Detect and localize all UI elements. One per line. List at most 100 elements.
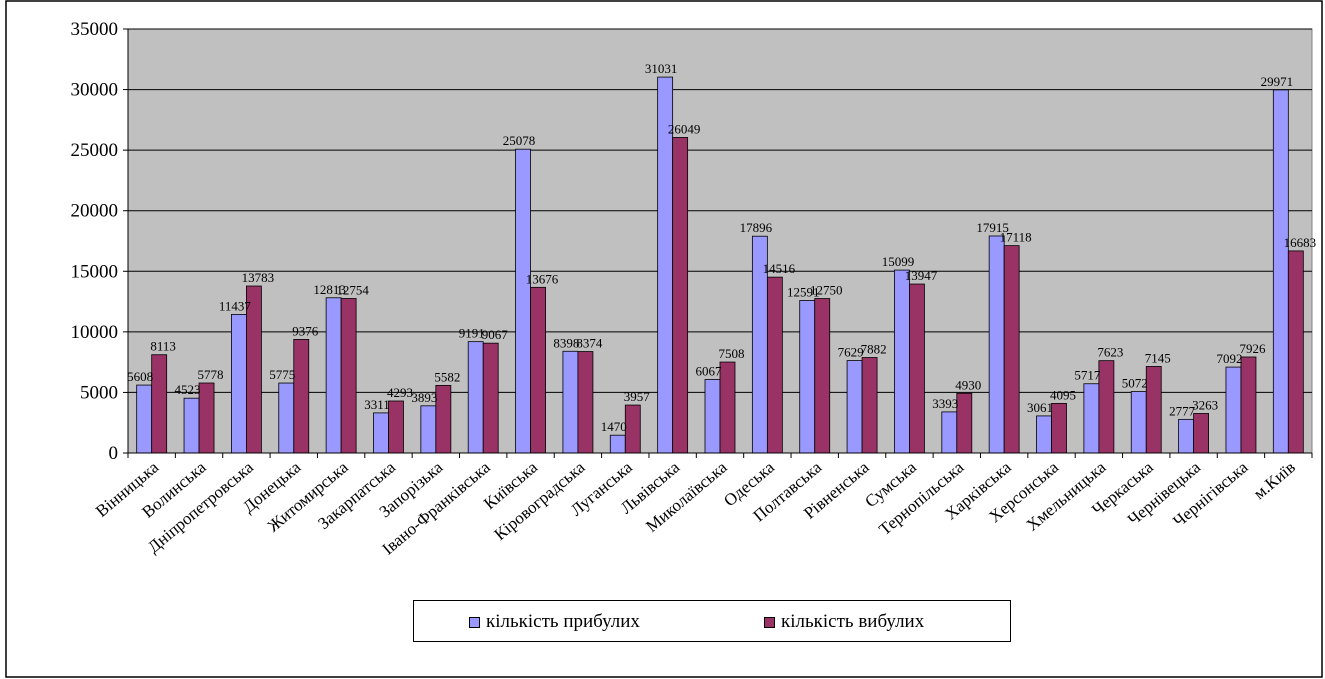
bar-departed: [624, 404, 641, 454]
data-label-arrived: 4523: [175, 382, 201, 397]
bar-arrived: [467, 341, 484, 454]
bar-arrived: [1225, 366, 1242, 454]
data-label-departed: 13783: [242, 270, 275, 285]
bar-arrived: [1083, 383, 1100, 454]
y-tick-label: 25000: [71, 140, 119, 161]
bar-arrived: [846, 360, 863, 454]
bars: [136, 76, 1304, 454]
bar-arrived: [988, 235, 1005, 454]
data-label-departed: 16683: [1284, 235, 1317, 250]
data-label-departed: 4930: [955, 377, 981, 392]
bar-departed: [388, 400, 404, 454]
y-tick-label: 10000: [71, 322, 119, 343]
data-label-departed: 12754: [336, 282, 369, 297]
bar-departed: [1098, 360, 1115, 454]
bar-departed: [1193, 413, 1209, 454]
bar-departed: [482, 342, 499, 454]
bar-arrived: [230, 314, 247, 454]
data-label-arrived: 12813: [313, 282, 346, 297]
bar-arrived: [609, 434, 626, 454]
bar-arrived: [799, 300, 816, 454]
bar-departed: [340, 298, 357, 454]
data-label-arrived: 2777: [1169, 403, 1196, 418]
y-tick-label: 5000: [80, 382, 118, 403]
data-label-arrived: 17896: [740, 220, 773, 235]
bar-departed: [435, 384, 452, 454]
data-label-departed: 4293: [387, 385, 413, 400]
bar-departed: [151, 354, 168, 454]
legend-item-departed: кількість вибулих: [764, 611, 924, 633]
data-label-departed: 14516: [763, 261, 796, 276]
bar-arrived: [562, 350, 579, 454]
data-label-arrived: 5608: [127, 369, 153, 384]
data-labels: 5608811345235778114371378357759376128131…: [127, 61, 1316, 434]
bar-arrived: [515, 148, 531, 454]
data-label-arrived: 6067: [696, 364, 723, 379]
bar-departed: [672, 137, 689, 454]
bar-arrived: [136, 384, 153, 454]
data-label-departed: 7623: [1097, 345, 1123, 360]
bar-arrived: [1036, 415, 1052, 454]
data-label-arrived: 15099: [882, 254, 915, 269]
data-label-arrived: 1470: [601, 419, 627, 434]
data-label-arrived: 29971: [1261, 74, 1294, 89]
bar-arrived: [183, 397, 200, 454]
bar-arrived: [941, 411, 958, 454]
bar-departed: [530, 286, 546, 454]
data-label-departed: 3957: [624, 389, 651, 404]
bar-arrived: [1178, 418, 1194, 454]
data-label-departed: 9067: [482, 327, 509, 342]
data-label-arrived: 5775: [269, 367, 295, 382]
y-tick-label: 15000: [71, 261, 119, 282]
bar-departed: [293, 339, 310, 454]
data-label-arrived: 3393: [932, 396, 958, 411]
bar-departed: [198, 382, 215, 454]
bar-departed: [719, 361, 736, 454]
legend-swatch-arrived: [469, 616, 480, 628]
legend-label-departed: кількість вибулих: [781, 611, 925, 632]
data-label-arrived: 5717: [1074, 368, 1101, 383]
data-label-departed: 7508: [719, 346, 745, 361]
bar-departed: [577, 351, 594, 454]
y-axis-ticks: 0 5000 10000 15000 20000 25000 30000 35000: [71, 19, 128, 464]
data-label-departed: 9376: [292, 323, 319, 338]
bar-arrived: [373, 412, 389, 454]
gridlines: [128, 28, 1312, 393]
data-label-departed: 7882: [861, 342, 887, 357]
data-label-departed: 8374: [576, 336, 603, 351]
data-label-arrived: 31031: [645, 61, 678, 76]
y-tick-label: 0: [109, 443, 119, 464]
data-label-arrived: 11437: [219, 298, 252, 313]
data-label-arrived: 3061: [1027, 400, 1053, 415]
data-label-departed: 5582: [434, 369, 460, 384]
bar-departed: [1287, 250, 1304, 454]
bar-departed: [766, 276, 783, 454]
y-tick-label: 20000: [71, 201, 119, 222]
data-label-arrived: 17915: [976, 220, 1009, 235]
bar-departed: [1003, 245, 1020, 454]
bar-departed: [909, 283, 925, 454]
data-label-departed: 26049: [668, 121, 701, 136]
data-label-arrived: 5072: [1122, 376, 1148, 391]
bar-departed: [861, 357, 878, 454]
bar-arrived: [420, 405, 437, 454]
bar-arrived: [894, 269, 910, 454]
data-label-arrived: 7629: [838, 345, 864, 360]
bar-departed: [1240, 356, 1257, 454]
data-label-arrived: 3893: [411, 390, 437, 405]
data-label-departed: 5778: [198, 367, 224, 382]
legend: кількість прибулих кількість вибулих: [413, 600, 1011, 642]
data-label-arrived: 7092: [1216, 351, 1242, 366]
data-label-departed: 12750: [810, 283, 843, 298]
data-label-arrived: 3311: [364, 397, 390, 412]
bar-arrived: [325, 297, 342, 454]
legend-swatch-departed: [764, 616, 775, 628]
data-label-arrived: 12591: [787, 284, 820, 299]
bar-departed: [1145, 366, 1162, 454]
bar-arrived: [704, 379, 721, 454]
legend-item-arrived: кількість прибулих: [469, 611, 640, 633]
bar-departed: [956, 392, 973, 454]
legend-label-arrived: кількість прибулих: [486, 611, 640, 632]
bar-departed: [814, 298, 831, 454]
